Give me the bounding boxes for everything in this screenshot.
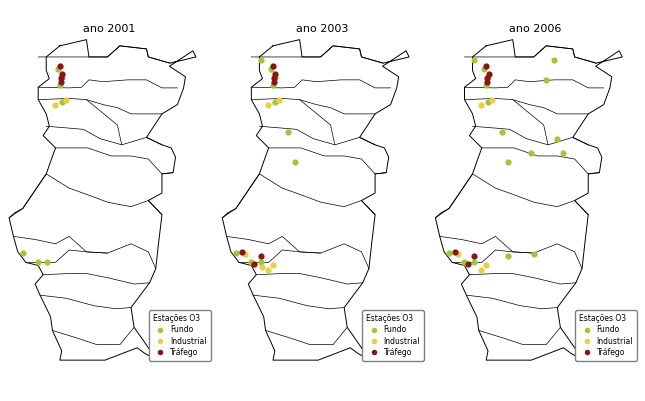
- Legend: Fundo, Industrial, Tráfego: Fundo, Industrial, Tráfego: [149, 310, 211, 360]
- Title: ano 2003: ano 2003: [296, 24, 349, 34]
- Legend: Fundo, Industrial, Tráfego: Fundo, Industrial, Tráfego: [575, 310, 637, 360]
- Title: ano 2006: ano 2006: [510, 24, 562, 34]
- Legend: Fundo, Industrial, Tráfego: Fundo, Industrial, Tráfego: [362, 310, 424, 360]
- Title: ano 2001: ano 2001: [83, 24, 135, 34]
